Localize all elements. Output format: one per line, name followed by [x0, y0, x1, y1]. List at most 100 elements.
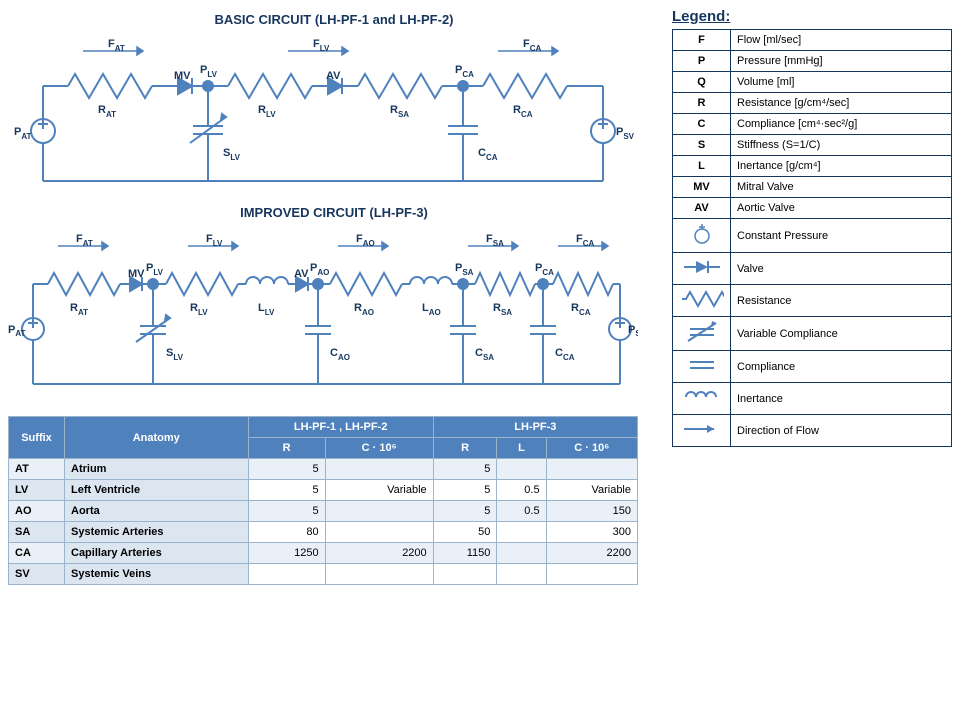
table-cell — [248, 564, 325, 585]
legend-description: Resistance [g/cm⁴/sec] — [731, 93, 952, 114]
svg-text:PCA: PCA — [455, 64, 474, 79]
col-c2: C · 10⁶ — [546, 438, 637, 459]
legend-symbol: L — [673, 156, 731, 177]
svg-text:PLV: PLV — [200, 64, 218, 79]
col-r1: R — [248, 438, 325, 459]
legend-symbol: R — [673, 93, 731, 114]
svg-text:PAT: PAT — [14, 126, 32, 141]
svg-text:RCA: RCA — [571, 302, 591, 317]
table-cell: 0.5 — [497, 480, 546, 501]
svg-text:RLV: RLV — [258, 104, 276, 119]
col-suffix: Suffix — [9, 417, 65, 459]
table-cell: 80 — [248, 522, 325, 543]
svg-text:CSA: CSA — [475, 347, 494, 362]
svg-text:LAO: LAO — [422, 302, 441, 317]
legend-symbol: MV — [673, 177, 731, 198]
svg-text:AV: AV — [326, 70, 341, 82]
svg-text:AV: AV — [294, 268, 309, 280]
table-cell — [325, 501, 433, 522]
table-cell: 5 — [433, 459, 497, 480]
table-cell: 1250 — [248, 543, 325, 564]
table-cell — [546, 459, 637, 480]
table-cell: 2200 — [325, 543, 433, 564]
svg-text:CAO: CAO — [330, 347, 350, 362]
legend-description: Flow [ml/sec] — [731, 30, 952, 51]
table-row-suffix: AO — [9, 501, 65, 522]
legend-table: FFlow [ml/sec]PPressure [mmHg]QVolume [m… — [672, 29, 952, 447]
basic-circuit-title: BASIC CIRCUIT (LH-PF-1 and LH-PF-2) — [8, 12, 660, 27]
col-c1: C · 10⁶ — [325, 438, 433, 459]
svg-text:SLV: SLV — [166, 347, 184, 362]
table-cell — [325, 459, 433, 480]
svg-text:PAO: PAO — [310, 262, 329, 277]
col-r2: R — [433, 438, 497, 459]
table-cell — [497, 522, 546, 543]
legend-symbol: S — [673, 135, 731, 156]
table-cell: 50 — [433, 522, 497, 543]
svg-text:CCA: CCA — [478, 147, 498, 162]
legend-description: Valve — [731, 253, 952, 285]
table-cell: 5 — [433, 501, 497, 522]
table-cell — [433, 564, 497, 585]
col-anatomy: Anatomy — [65, 417, 249, 459]
legend-description: Inertance [g/cm⁴] — [731, 156, 952, 177]
svg-text:RCA: RCA — [513, 104, 533, 119]
svg-text:LLV: LLV — [258, 302, 275, 317]
legend-description: Compliance — [731, 351, 952, 383]
svg-text:MV: MV — [174, 70, 191, 82]
legend-symbol — [673, 415, 731, 447]
table-cell — [546, 564, 637, 585]
table-row-anatomy: Systemic Arteries — [65, 522, 249, 543]
svg-text:PSV: PSV — [628, 324, 638, 338]
svg-text:RAT: RAT — [98, 104, 116, 119]
svg-text:RSA: RSA — [390, 104, 409, 119]
legend-symbol — [673, 351, 731, 383]
svg-text:CCA: CCA — [555, 347, 575, 362]
svg-text:PCA: PCA — [535, 262, 554, 277]
legend-symbol — [673, 383, 731, 415]
legend-description: Pressure [mmHg] — [731, 51, 952, 72]
legend-description: Compliance [cm⁴·sec²/g] — [731, 114, 952, 135]
legend-description: Inertance — [731, 383, 952, 415]
legend-symbol — [673, 285, 731, 317]
table-cell: 5 — [433, 480, 497, 501]
table-cell: 0.5 — [497, 501, 546, 522]
svg-text:RSA: RSA — [493, 302, 512, 317]
legend-description: Resistance — [731, 285, 952, 317]
legend-symbol: AV — [673, 198, 731, 219]
svg-text:RAO: RAO — [354, 302, 374, 317]
table-cell — [497, 543, 546, 564]
table-cell: 5 — [248, 501, 325, 522]
legend-description: Aortic Valve — [731, 198, 952, 219]
table-row-anatomy: Aorta — [65, 501, 249, 522]
table-cell: 1150 — [433, 543, 497, 564]
table-cell: Variable — [325, 480, 433, 501]
table-cell: 2200 — [546, 543, 637, 564]
table-row-suffix: CA — [9, 543, 65, 564]
legend-description: Constant Pressure — [731, 219, 952, 253]
legend-symbol: Q — [673, 72, 731, 93]
svg-text:PSV: PSV — [616, 126, 635, 141]
svg-text:MV: MV — [128, 268, 145, 280]
table-row-suffix: LV — [9, 480, 65, 501]
parameter-table: Suffix Anatomy LH-PF-1 , LH-PF-2 LH-PF-3… — [8, 416, 638, 585]
legend-description: Volume [ml] — [731, 72, 952, 93]
col-l2: L — [497, 438, 546, 459]
legend-description: Stiffness (S=1/C) — [731, 135, 952, 156]
table-cell — [325, 522, 433, 543]
legend-symbol — [673, 253, 731, 285]
legend-symbol: C — [673, 114, 731, 135]
legend-panel: Legend: FFlow [ml/sec]PPressure [mmHg]QV… — [672, 8, 952, 585]
table-cell — [497, 459, 546, 480]
legend-description: Mitral Valve — [731, 177, 952, 198]
table-cell: Variable — [546, 480, 637, 501]
basic-circuit-diagram: FAT FLV FCA PLV PCA PAT PSV RAT RLV RSA … — [8, 31, 638, 201]
table-cell — [497, 564, 546, 585]
svg-text:RLV: RLV — [190, 302, 208, 317]
table-cell: 5 — [248, 480, 325, 501]
svg-text:PSA: PSA — [455, 262, 474, 277]
table-row-anatomy: Capillary Arteries — [65, 543, 249, 564]
table-row-suffix: AT — [9, 459, 65, 480]
table-cell: 300 — [546, 522, 637, 543]
legend-symbol: F — [673, 30, 731, 51]
